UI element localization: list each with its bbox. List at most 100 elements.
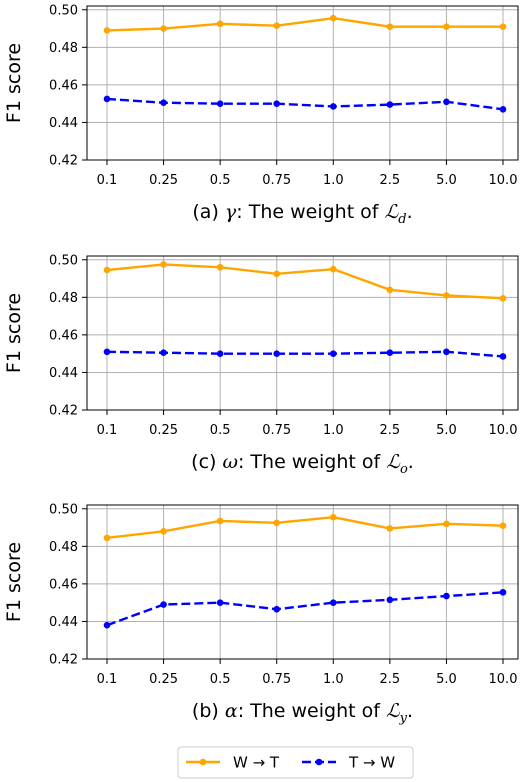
data-point <box>499 522 507 529</box>
y-axis-label: F1 score <box>3 542 25 622</box>
x-tick-label: 0.75 <box>262 423 291 438</box>
data-point <box>160 349 167 357</box>
x-tick-label: 5.0 <box>436 423 457 438</box>
chart-caption: (b) α: The weight of ℒy. <box>192 700 413 726</box>
plot-frame <box>86 5 519 161</box>
chart-panel-1: 0.42 0.44 0.46 0.48 0.50 0.1 0.25 0.5 0.75 1.0 2.5… <box>3 3 519 227</box>
series-line <box>106 263 504 300</box>
data-point <box>499 105 507 113</box>
y-tick-label: 0.48 <box>49 291 78 306</box>
chart-panel-2: 0.42 0.44 0.46 0.48 0.50 0.1 0.25 0.5 0.75 1.0 2.5… <box>3 253 519 477</box>
chart-panel-3: 0.42 0.44 0.46 0.48 0.50 0.1 0.25 0.5 0.75 1.0 2.5… <box>3 502 519 726</box>
data-point <box>160 99 167 107</box>
data-point <box>499 294 507 302</box>
data-point <box>216 263 224 271</box>
data-point <box>103 27 111 34</box>
x-tick-label: 2.5 <box>380 672 401 687</box>
y-tick-label: 0.42 <box>49 404 78 419</box>
data-point <box>386 525 394 532</box>
data-point <box>329 103 337 110</box>
y-tick-label: 0.42 <box>49 154 78 169</box>
data-point <box>160 261 167 268</box>
data-point <box>273 605 281 613</box>
y-tick-label: 0.44 <box>49 116 78 131</box>
y-tick-label: 0.42 <box>49 653 78 668</box>
data-point <box>273 100 281 107</box>
y-tick-label: 0.50 <box>49 3 78 18</box>
data-point <box>386 286 394 294</box>
legend-label-t-to-w: T → W <box>348 754 395 772</box>
data-point <box>499 353 507 360</box>
data-point <box>216 100 224 107</box>
data-point <box>386 23 394 30</box>
data-point <box>443 23 450 30</box>
data-point <box>103 621 111 629</box>
x-tick-label: 0.25 <box>149 173 178 188</box>
x-tick-label: 1.0 <box>323 672 344 687</box>
data-point <box>499 589 507 596</box>
data-point <box>443 592 450 600</box>
x-tick-label: 10.0 <box>489 173 518 188</box>
x-tick-label: 0.1 <box>97 173 118 188</box>
legend-marker-w-to-t <box>199 758 207 766</box>
x-tick-label: 0.1 <box>97 423 118 438</box>
data-point <box>386 349 394 357</box>
x-tick-label: 0.25 <box>149 423 178 438</box>
legend-label-w-to-t: W → T <box>233 754 280 772</box>
plot-frame <box>86 504 519 660</box>
data-point <box>160 527 167 535</box>
series-line <box>106 17 503 32</box>
x-tick-label: 10.0 <box>489 672 518 687</box>
data-point <box>160 25 167 32</box>
data-point <box>160 601 167 608</box>
series-w-to-t <box>103 261 507 302</box>
data-point <box>329 513 337 521</box>
plot-frame <box>86 255 519 411</box>
y-tick-label: 0.46 <box>49 577 78 592</box>
series-t-to-w <box>103 589 507 629</box>
data-point <box>443 520 450 528</box>
x-tick-label: 5.0 <box>436 672 457 687</box>
data-point <box>216 599 224 606</box>
series-w-to-t <box>103 513 507 542</box>
legend-box <box>177 746 414 779</box>
x-tick-label: 0.75 <box>262 173 291 188</box>
y-tick-label: 0.48 <box>49 540 78 555</box>
x-tick-label: 0.5 <box>210 672 231 687</box>
chart-caption: (a) γ: The weight of ℒd. <box>192 201 412 227</box>
data-point <box>386 101 394 108</box>
x-tick-label: 0.75 <box>262 672 291 687</box>
data-point <box>216 20 224 28</box>
y-tick-label: 0.46 <box>49 78 78 93</box>
data-point <box>216 517 224 525</box>
series-line <box>106 516 504 540</box>
data-point <box>443 348 450 356</box>
data-point <box>103 95 111 103</box>
y-tick-label: 0.46 <box>49 328 78 343</box>
data-point <box>443 98 450 106</box>
data-point <box>329 14 337 22</box>
legend: W → T T → W <box>177 746 414 779</box>
series-line <box>106 350 504 358</box>
data-point <box>329 350 337 357</box>
x-tick-label: 0.25 <box>149 672 178 687</box>
y-tick-label: 0.44 <box>49 615 78 630</box>
series-w-to-t <box>103 14 507 34</box>
data-point <box>273 22 281 30</box>
y-tick-label: 0.50 <box>49 253 78 268</box>
data-point <box>273 270 281 278</box>
data-point <box>329 265 337 273</box>
y-axis-label: F1 score <box>3 293 25 373</box>
grid <box>87 505 518 660</box>
series-line <box>106 591 504 627</box>
y-tick-label: 0.50 <box>49 502 78 517</box>
series-t-to-w <box>103 95 507 113</box>
y-tick-label: 0.44 <box>49 366 78 381</box>
x-tick-label: 1.0 <box>323 423 344 438</box>
data-point <box>103 266 111 274</box>
x-tick-label: 5.0 <box>436 173 457 188</box>
x-tick-label: 1.0 <box>323 173 344 188</box>
data-point <box>443 292 450 299</box>
data-point <box>273 519 281 527</box>
